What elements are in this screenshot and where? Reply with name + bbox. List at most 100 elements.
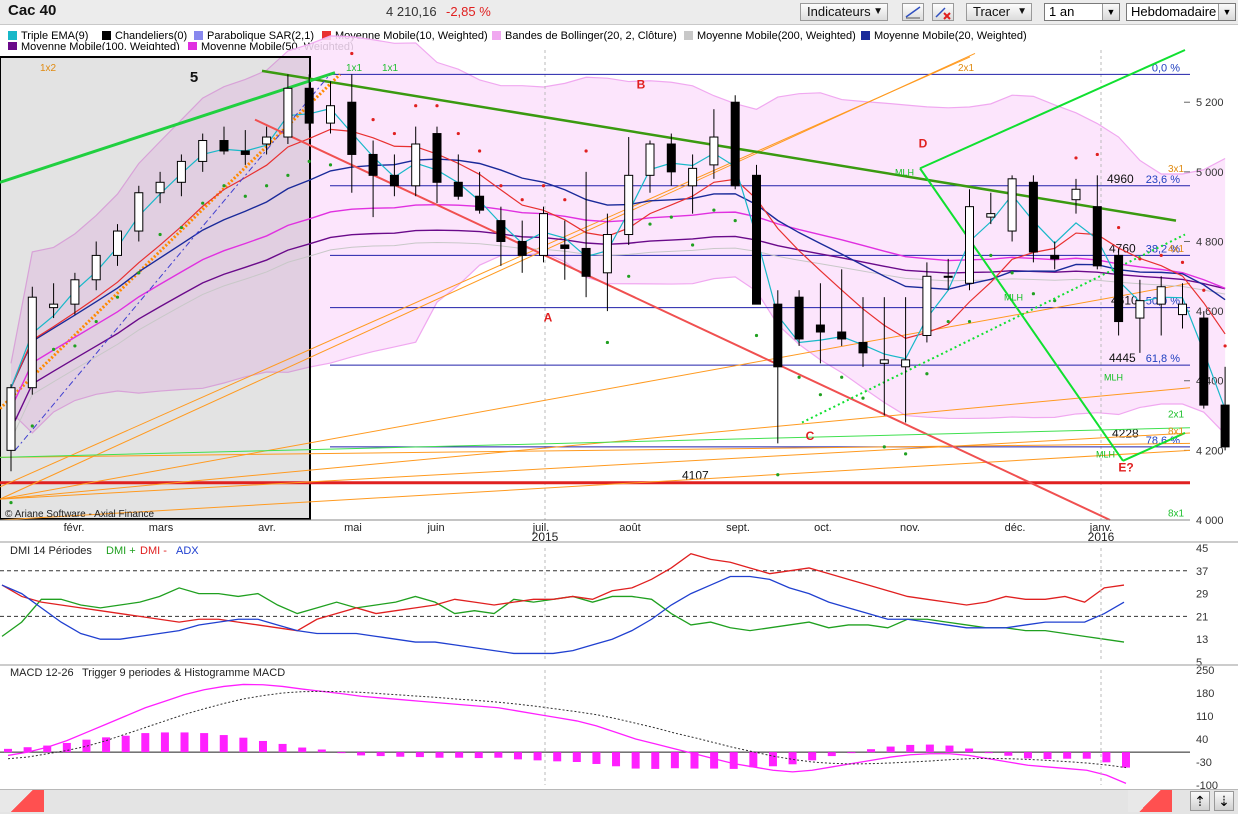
zoom-in-icon[interactable]: ⇡: [1190, 791, 1210, 811]
sar-dot: [1074, 156, 1078, 160]
macd-y-label: 110: [1196, 711, 1214, 723]
y-tick-label: 4 800: [1196, 236, 1224, 248]
candle-body: [581, 247, 591, 277]
timeline-scrollbar[interactable]: [0, 789, 1238, 814]
draw-button[interactable]: Tracer ▼: [966, 3, 1032, 21]
wave-point-label: D: [919, 136, 928, 150]
sar-dot: [371, 118, 375, 122]
macd-histogram-bar: [1082, 752, 1091, 759]
sar-dot: [648, 222, 652, 226]
pitchfork-label: MLH: [1096, 449, 1115, 459]
macd-histogram-bar: [631, 752, 640, 769]
toolbar: Cac 40 4 210,16 -2,85 % Indicateurs ▼ Tr…: [0, 0, 1238, 25]
candle-body: [304, 87, 314, 124]
delete-drawing-icon[interactable]: [932, 3, 954, 21]
macd-histogram-bar: [180, 732, 189, 753]
range-handle-right[interactable]: [1128, 790, 1172, 812]
macd-histogram-bar: [160, 732, 169, 753]
dmi-y-label: 45: [1196, 543, 1208, 555]
candle-body: [1050, 254, 1060, 260]
candle-body: [1071, 188, 1081, 201]
candle-body: [645, 143, 655, 176]
interval-value: Hebdomadaire: [1131, 4, 1217, 19]
macd-histogram-bar: [572, 752, 581, 762]
last-price: 4 210,16: [386, 4, 437, 19]
macd-histogram-bar: [1023, 752, 1032, 759]
dmi-y-label: 37: [1196, 566, 1208, 578]
sar-dot: [73, 344, 77, 348]
sar-dot: [627, 274, 631, 278]
dmi-series-line: [1, 587, 1125, 643]
legend-swatch: [188, 42, 197, 52]
candle-body: [49, 303, 59, 309]
candle-body: [879, 359, 889, 364]
legend-label: Moyenne Mobile(100, Weighted): [21, 40, 180, 53]
macd-histogram-bar: [278, 743, 287, 753]
macd-histogram-bar: [945, 745, 954, 753]
level-price-label: 4107: [682, 469, 709, 483]
fan-label: 8x1: [1168, 509, 1185, 520]
fan-line: [0, 387, 1191, 500]
zoom-out-icon[interactable]: ⇣: [1214, 791, 1234, 811]
y-tick-label: 5 200: [1196, 97, 1224, 109]
macd-title: MACD 12-26: [10, 667, 74, 679]
legend-item-6: Moyenne Mobile(20, Weighted): [861, 27, 1027, 45]
fan-label: 1x1: [346, 63, 363, 74]
candle-body: [70, 279, 80, 305]
macd-histogram-bar: [258, 740, 267, 753]
sar-dot: [733, 218, 737, 223]
level-price-label: 4445: [1109, 351, 1136, 365]
dmi-y-label: 5: [1196, 657, 1202, 669]
macd-histogram-bar: [1004, 752, 1013, 756]
legend-item-3: Moyenne Mobile(10, Weighted): [322, 27, 488, 45]
sar-dot: [9, 500, 13, 505]
sar-dot: [179, 225, 183, 230]
candle-body: [1220, 404, 1230, 448]
fan-label: 3x1: [1168, 164, 1185, 175]
macd-histogram-bar: [906, 744, 915, 753]
macd-histogram-bar: [4, 748, 12, 753]
candle-body: [986, 213, 996, 218]
indicators-button[interactable]: Indicateurs ▼: [800, 3, 888, 21]
legend-label: Bandes de Bollinger(20, 2, Clôture): [505, 29, 677, 42]
candle-body: [688, 167, 698, 187]
period-select[interactable]: 1 an ▼: [1044, 3, 1120, 21]
sar-dot: [1117, 225, 1121, 230]
dmi-title: DMI 14 Périodes: [10, 545, 92, 557]
sar-dot: [1180, 260, 1185, 264]
legend-swatch: [492, 31, 501, 41]
sar-dot: [1159, 253, 1163, 258]
pitchfork-line: [919, 167, 1124, 462]
sar-dot: [201, 201, 205, 205]
candle-body: [943, 275, 953, 278]
macd-histogram-bar: [788, 752, 797, 765]
sar-dot: [754, 333, 759, 338]
sar-dot: [115, 295, 120, 299]
chevron-down-icon: ▼: [1102, 4, 1119, 20]
sar-dot: [541, 184, 546, 188]
macd-histogram-bar: [121, 735, 130, 753]
macd-histogram-bar: [533, 752, 542, 761]
candle-body: [901, 359, 911, 368]
indicators-label: Indicateurs: [807, 4, 871, 19]
legend-swatch: [861, 31, 870, 41]
macd-subtitle: Trigger 9 periodes & Histogramme MACD: [82, 667, 285, 679]
macd-histogram-bar: [690, 752, 699, 769]
sar-dot: [989, 253, 993, 258]
pitchfork-line: [0, 427, 1191, 458]
candle-body: [1028, 181, 1038, 253]
interval-select[interactable]: Hebdomadaire ▼: [1126, 3, 1236, 21]
x-year-label: 2016: [1088, 530, 1115, 544]
dmi-panel[interactable]: DMI 14 Périodes DMI + DMI - ADX 5 13 21 29 37 45: [0, 543, 1238, 669]
trendline-tool-icon[interactable]: [902, 3, 924, 21]
macd-histogram-bar: [670, 752, 679, 769]
dmi-series-line: [1, 575, 1125, 655]
sar-dot: [712, 208, 716, 212]
range-handle-left[interactable]: [0, 790, 44, 812]
fan-label: 1x2: [40, 63, 57, 74]
macd-histogram-bar: [612, 752, 621, 767]
macd-histogram-bar: [513, 752, 522, 760]
sar-dot: [328, 163, 333, 167]
